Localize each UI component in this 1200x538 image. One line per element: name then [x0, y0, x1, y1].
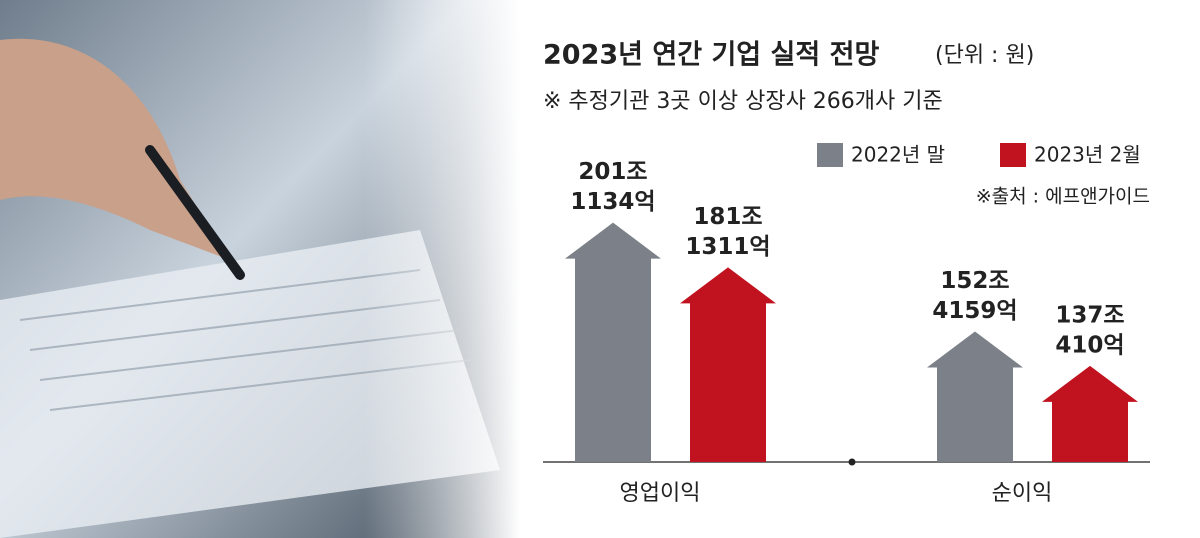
- legend-label: 2023년 2월: [1034, 143, 1141, 167]
- value-label: 1134억: [570, 189, 655, 215]
- legend-swatch: [1000, 143, 1026, 167]
- unit-label: (단위 : 원): [935, 43, 1034, 68]
- value-label: 137조: [1055, 302, 1124, 328]
- arrow-bar: [680, 267, 776, 462]
- source: ※출처 : 에프앤가이드: [976, 186, 1150, 208]
- x-tick-label: 순이익: [992, 481, 1053, 506]
- arrow-bar: [927, 331, 1023, 462]
- x-tick-label: 영업이익: [620, 481, 701, 506]
- legend-label: 2022년 말: [851, 143, 945, 167]
- arrow-bar: [1042, 365, 1138, 462]
- value-label: 410억: [1055, 332, 1124, 358]
- background-photo: [0, 0, 520, 538]
- legend-swatch: [817, 143, 843, 167]
- arrow-bar: [565, 222, 661, 462]
- value-label: 201조: [578, 159, 647, 185]
- value-label: 1311억: [685, 234, 770, 260]
- value-label: 181조: [693, 204, 762, 230]
- chart-title: 2023년 연간 기업 실적 전망: [543, 40, 879, 71]
- subtitle: ※ 추정기관 3곳 이상 상장사 266개사 기준: [543, 89, 943, 114]
- separator-dot: [848, 458, 856, 466]
- value-label: 152조: [940, 268, 1009, 294]
- value-label: 4159억: [932, 298, 1017, 324]
